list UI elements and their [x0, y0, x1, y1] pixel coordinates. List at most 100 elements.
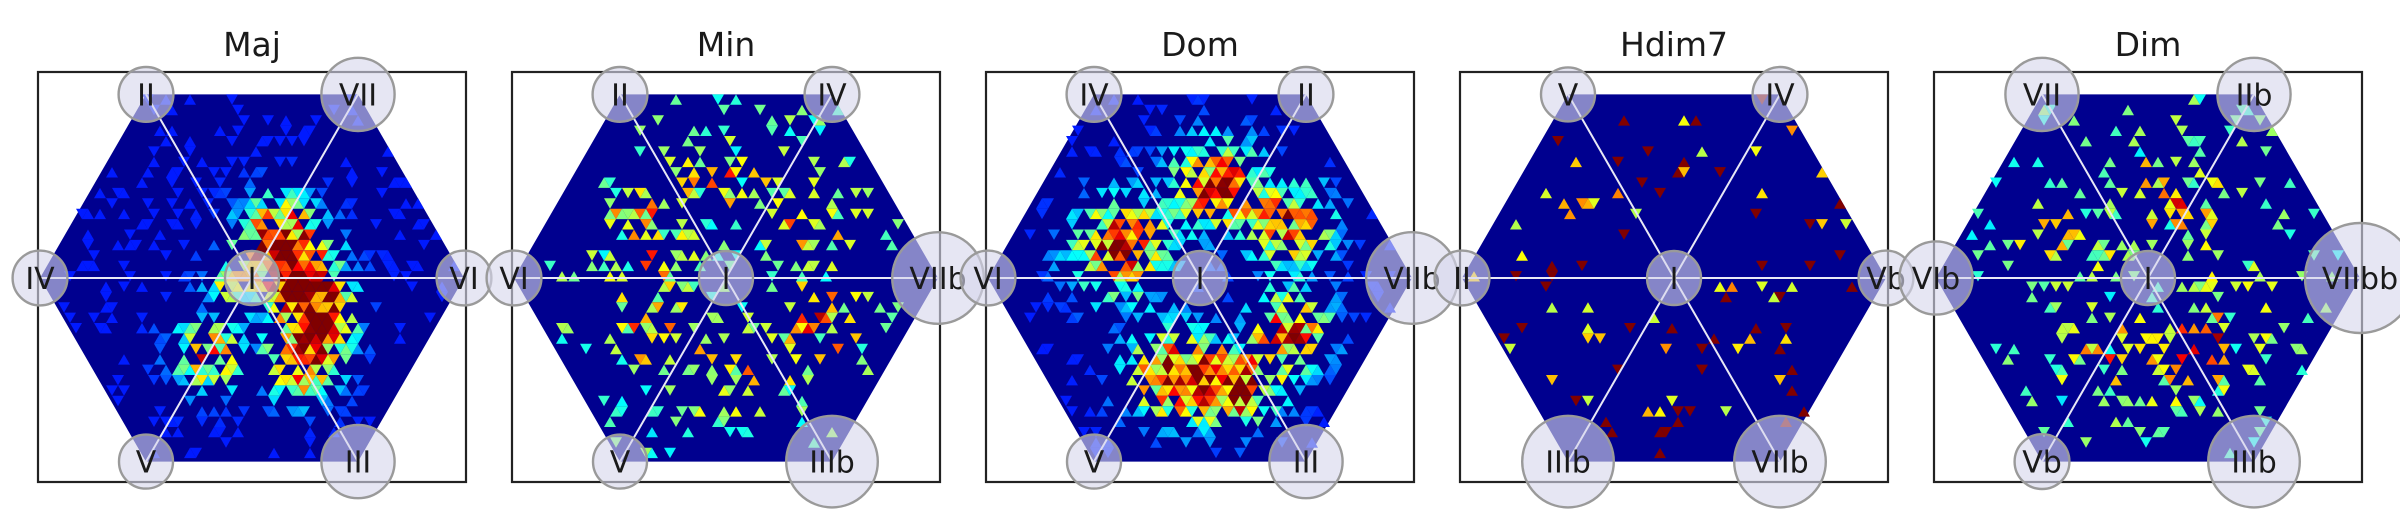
- node-label: VII: [2023, 78, 2061, 113]
- heat-cell: [256, 229, 268, 240]
- interval-node-top-right: IV: [1751, 65, 1809, 123]
- heat-cell: [190, 323, 202, 334]
- heat-cell: [358, 323, 370, 334]
- heat-cell: [2212, 250, 2224, 261]
- heat-cell: [802, 375, 814, 386]
- heat-cell: [2164, 333, 2176, 344]
- node-label: I: [1670, 262, 1679, 297]
- heat-cell: [1144, 229, 1156, 240]
- heat-cell: [1306, 187, 1318, 199]
- heat-cell: [1204, 364, 1216, 375]
- heat-cell: [2182, 375, 2194, 386]
- heat-cell: [256, 208, 268, 220]
- heat-cell: [1174, 208, 1186, 220]
- heat-cell: [2176, 208, 2188, 220]
- heat-cell: [1078, 177, 1090, 188]
- heat-cell: [1588, 198, 1600, 209]
- heat-cell: [94, 208, 106, 220]
- heat-cell: [640, 219, 652, 230]
- heat-cell: [1066, 136, 1078, 147]
- heat-cell: [1138, 187, 1150, 199]
- heat-cell: [766, 281, 778, 292]
- heat-cell: [2086, 343, 2098, 355]
- heat-cell: [142, 364, 154, 375]
- heat-cell: [2050, 302, 2062, 313]
- heat-cell: [1252, 187, 1264, 199]
- heat-cell: [1510, 219, 1522, 230]
- heat-cell: [2188, 281, 2200, 292]
- heat-cell: [754, 104, 766, 116]
- heat-cell: [1300, 219, 1312, 230]
- heat-cell: [760, 239, 772, 251]
- heat-cell: [1204, 395, 1216, 407]
- heat-cell: [1192, 187, 1204, 199]
- heat-cell: [214, 416, 226, 427]
- heat-cell: [1222, 229, 1234, 240]
- heat-cell: [604, 416, 616, 427]
- heat-cell: [1144, 219, 1156, 230]
- heat-cell: [136, 281, 148, 292]
- heat-cell: [346, 198, 358, 209]
- heat-cell: [802, 239, 814, 251]
- heat-cell: [808, 177, 820, 188]
- heat-cell: [280, 219, 292, 230]
- heat-cell: [130, 239, 142, 251]
- heat-cell: [2188, 395, 2200, 407]
- heat-cell: [268, 250, 280, 261]
- heat-cell: [1030, 302, 1042, 313]
- heat-cell: [1234, 364, 1246, 375]
- heat-cell: [292, 333, 304, 344]
- heat-cell: [1228, 406, 1240, 417]
- node-circle: [2013, 433, 2071, 491]
- heat-cell: [1150, 354, 1162, 365]
- heat-cell: [1126, 229, 1138, 240]
- heat-cell: [1162, 343, 1174, 355]
- heat-cell: [1126, 375, 1138, 386]
- heat-cell: [2116, 187, 2128, 199]
- heat-cell: [730, 375, 742, 386]
- heat-cell: [298, 291, 310, 303]
- heat-cell: [328, 281, 340, 292]
- heat-cell: [1078, 187, 1090, 199]
- heat-cell: [1228, 375, 1240, 386]
- heat-cell: [2098, 395, 2110, 407]
- heat-cell: [1162, 239, 1174, 251]
- heat-cell: [556, 323, 568, 334]
- heat-cell: [1294, 187, 1306, 199]
- heat-cell: [238, 198, 250, 209]
- heat-cell: [2170, 406, 2182, 417]
- heat-cell: [1276, 385, 1288, 396]
- heat-cell: [676, 250, 688, 261]
- heat-cell: [1582, 333, 1594, 344]
- heat-cell: [1234, 395, 1246, 407]
- heat-cell: [1354, 239, 1366, 251]
- heat-cell: [250, 208, 262, 220]
- heat-cell: [1132, 271, 1144, 282]
- heat-cell: [1180, 312, 1192, 323]
- heat-cell: [1204, 156, 1216, 168]
- heat-cell: [616, 229, 628, 240]
- heat-cell: [1048, 260, 1060, 272]
- heat-cell: [244, 208, 256, 220]
- heat-cell: [1162, 177, 1174, 188]
- heat-cell: [190, 219, 202, 230]
- heat-cell: [856, 354, 868, 365]
- heat-cell: [1294, 333, 1306, 344]
- heat-cell: [730, 354, 742, 365]
- heat-cell: [1114, 364, 1126, 375]
- heat-cell: [340, 156, 352, 168]
- heat-cell: [1678, 156, 1690, 168]
- heat-cell: [826, 312, 838, 323]
- interval-node-left: II: [1433, 249, 1491, 307]
- heat-cell: [160, 291, 172, 303]
- interval-node-right: VI: [435, 249, 493, 307]
- heat-cell: [328, 364, 340, 375]
- interval-node-bottom-right: IIIb: [785, 414, 880, 509]
- heat-cell: [1186, 167, 1198, 178]
- heat-cell: [1294, 229, 1306, 240]
- heat-cell: [1036, 343, 1048, 355]
- heat-cell: [1114, 333, 1126, 344]
- heat-cell: [1102, 343, 1114, 355]
